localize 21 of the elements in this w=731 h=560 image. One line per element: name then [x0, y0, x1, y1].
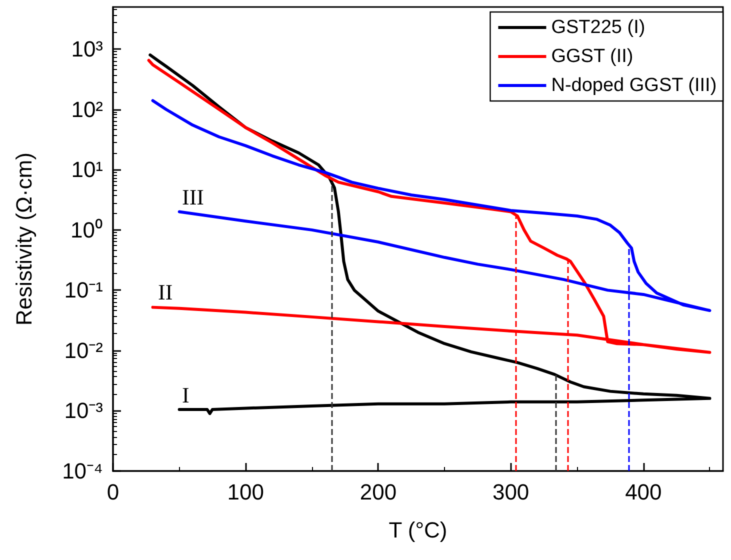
x-tick-label: 300	[492, 480, 530, 504]
legend-label: GST225 (I)	[551, 17, 646, 38]
y-axis-title: Resistivity (Ω·cm)	[12, 152, 36, 326]
y-tick-label: 10⁻⁴	[62, 458, 103, 484]
y-tick-label: 10²	[71, 96, 103, 122]
legend-label: GGST (II)	[551, 46, 634, 67]
y-tick-label: 10⁻²	[64, 338, 103, 363]
y-tick-label: 10⁻³	[64, 398, 103, 424]
x-tick-label: 100	[227, 480, 264, 504]
y-tick-label: 10³	[71, 36, 103, 62]
x-tick-label: 400	[625, 480, 662, 504]
annotation: III	[182, 184, 204, 210]
x-axis-title: T (°C)	[388, 518, 448, 542]
annotation: II	[158, 280, 173, 304]
y-tick-label: 10⁰	[70, 217, 103, 242]
legend-label: N-doped GGST (III)	[551, 75, 717, 96]
y-tick-label: 10¹	[71, 157, 103, 182]
y-tick-label: 10⁻¹	[64, 278, 103, 303]
x-tick-label: 200	[360, 480, 397, 504]
x-tick-label: 0	[106, 480, 120, 504]
annotation: I	[182, 382, 190, 408]
